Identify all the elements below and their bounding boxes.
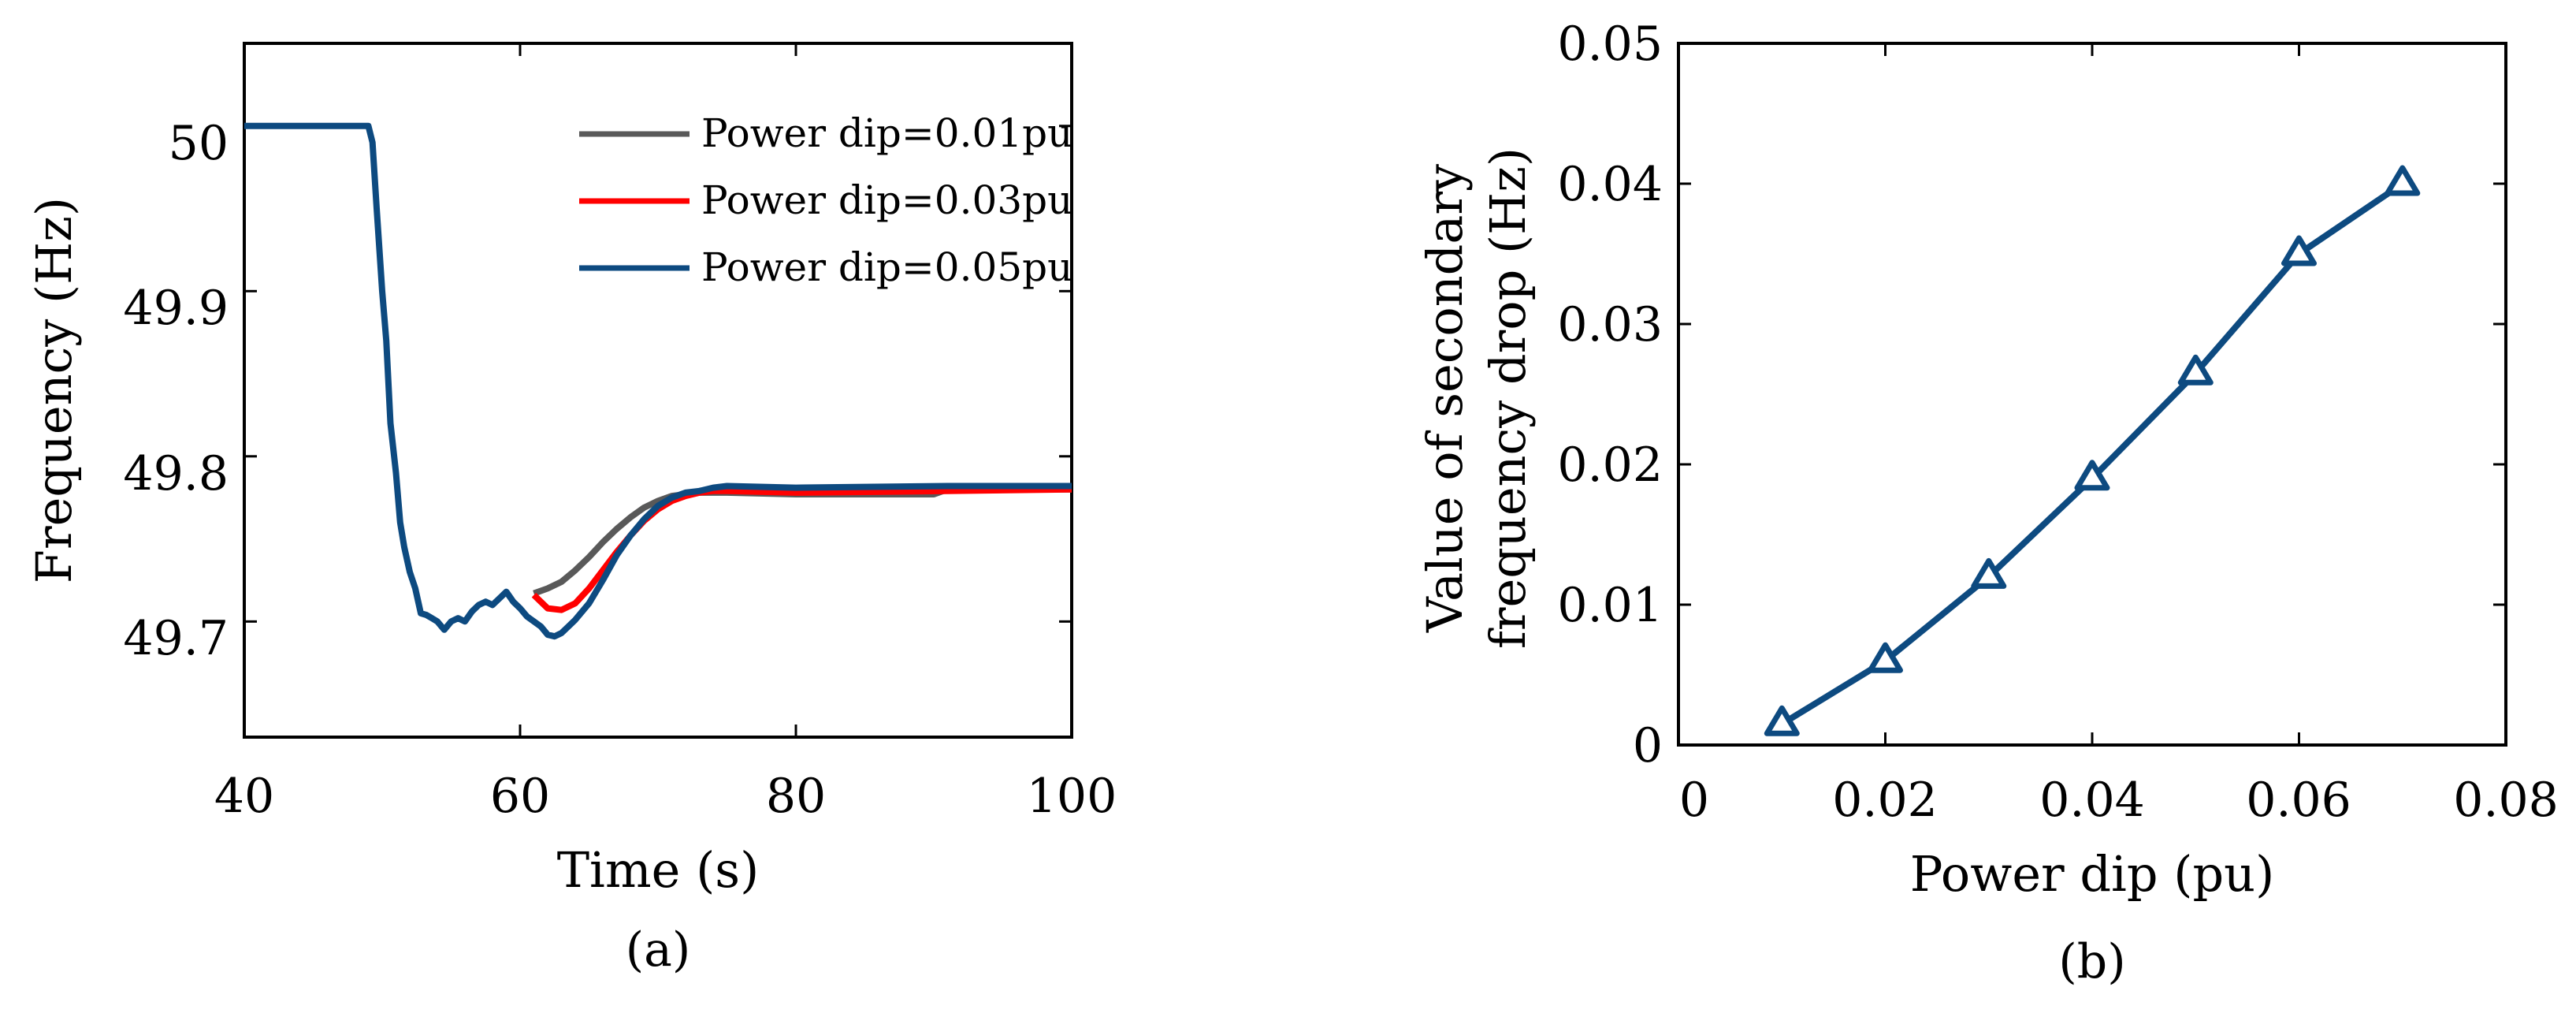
panel-b-x-tick-label: 0.08: [2453, 773, 2559, 828]
panel-a-series-line-2: [244, 122, 1072, 640]
panel-a-plot-frame: [243, 42, 1073, 739]
panel-b-data-point-marker: [2074, 460, 2110, 491]
panel-b-y-tick-label: 0.04: [1557, 157, 1663, 212]
legend-label-2: Power dip=0.05pu: [701, 244, 1072, 290]
panel-b-y-tick-label: 0: [1633, 718, 1663, 773]
panel-b-data-point-marker: [1971, 557, 2007, 589]
panel-b-x-tick-label: 0.02: [1832, 773, 1938, 828]
panel-a-x-tick-label: 40: [214, 769, 274, 824]
panel-b-y-axis-title-line-2: frequency drop (Hz): [1479, 147, 1537, 649]
panel-b-y-axis-title-line-1: Value of secondary: [1416, 164, 1474, 633]
panel-a-x-tick-label: 100: [1027, 769, 1117, 824]
panel-a-y-tick-label: 49.7: [123, 611, 229, 666]
panel-a-series-line-1: [531, 486, 1072, 613]
panel-a-y-tick-label: 50: [169, 116, 229, 171]
panel-b-x-tick-label: 0: [1679, 773, 1709, 828]
panel-b: 0 0.02 0.04 0.06 0.08 0 0.01 0.02 0.03 0…: [1416, 17, 2559, 989]
panel-b-tick-marks: [1677, 42, 2507, 747]
panel-b-data-point-marker: [2385, 165, 2421, 196]
panel-b-caption: (b): [2058, 934, 2125, 989]
legend-label-1: Power dip=0.03pu: [701, 177, 1072, 223]
panel-b-markers: [1764, 165, 2421, 736]
panel-a-y-tick-label: 49.9: [123, 281, 229, 336]
panel-a-caption: (a): [626, 922, 691, 978]
panel-a-x-tick-label: 60: [490, 769, 550, 824]
panel-b-data-point-marker: [1764, 705, 1800, 736]
panel-a-tick-marks: [243, 43, 1073, 737]
panel-b-data-point-marker: [2177, 354, 2214, 386]
panel-a-x-tick-label: 80: [766, 769, 826, 824]
panel-b-data-point-marker: [2281, 235, 2317, 266]
panel-a-series-lines: [244, 122, 1072, 640]
panel-a-y-tick-label: 49.8: [123, 446, 229, 501]
legend-label-0: Power dip=0.01pu: [701, 110, 1072, 156]
panel-a-y-axis-title: Frequency (Hz): [25, 197, 83, 583]
panel-b-y-tick-label: 0.02: [1557, 438, 1663, 493]
panel-b-data-point-marker: [1868, 642, 1903, 673]
panel-b-y-tick-label: 0.03: [1557, 297, 1663, 352]
panel-b-x-tick-label: 0.04: [2039, 773, 2145, 828]
panel-b-x-tick-label: 0.06: [2246, 773, 2351, 828]
panel-a-series-line-0: [533, 486, 1072, 597]
panel-a-legend: Power dip=0.01pu Power dip=0.03pu Power …: [579, 110, 1072, 290]
panel-b-plot-frame: [1677, 42, 2507, 747]
panel-b-y-tick-label: 0.05: [1557, 17, 1663, 72]
panel-a-x-axis-title: Time (s): [557, 841, 760, 899]
panel-a: 40 60 80 100 49.7 49.8 49.9 50 Time (s) …: [25, 42, 1117, 978]
panel-b-x-axis-title: Power dip (pu): [1910, 845, 2275, 903]
panel-b-y-tick-label: 0.01: [1557, 578, 1663, 633]
